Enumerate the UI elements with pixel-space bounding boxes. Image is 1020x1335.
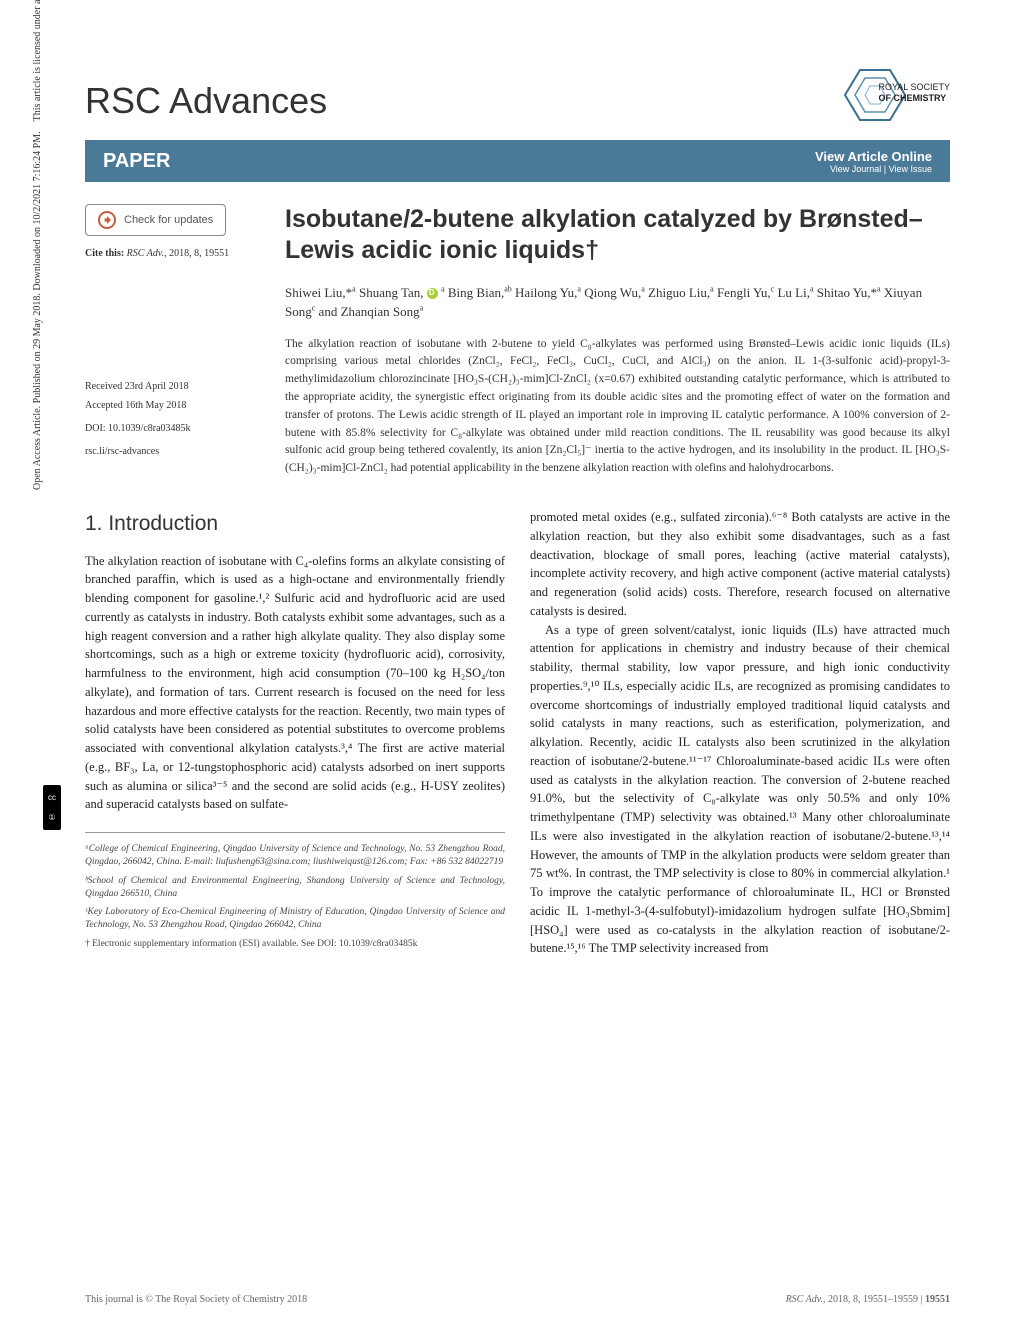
abstract: The alkylation reaction of isobutane wit… — [285, 336, 950, 479]
intro-paragraph-left: The alkylation reaction of isobutane wit… — [85, 552, 505, 815]
footer-citation: RSC Adv., 2018, 8, 19551–19559 | 19551 — [786, 1294, 950, 1305]
affiliation-c: ᶜKey Laboratory of Eco-Chemical Engineer… — [85, 906, 505, 933]
cc-badge: cc① — [43, 785, 61, 830]
check-updates-button[interactable]: Check for updates — [85, 204, 226, 236]
received-date: Received 23rd April 2018 — [85, 379, 260, 394]
page-footer: This journal is © The Royal Society of C… — [85, 1294, 950, 1305]
affiliation-b: ᵇSchool of Chemical and Environmental En… — [85, 875, 505, 902]
footer-copyright: This journal is © The Royal Society of C… — [85, 1294, 307, 1305]
view-journal-issue-link[interactable]: View Journal | View Issue — [815, 164, 932, 174]
authors: Shiwei Liu,*a Shuang Tan, a Bing Bian,ab… — [285, 283, 950, 322]
open-access-sidebar: Open Access Article. Published on 29 May… — [32, 0, 43, 490]
affiliation-a: ᵃCollege of Chemical Engineering, Qingda… — [85, 843, 505, 870]
paper-bar: PAPER View Article Online View Journal |… — [85, 140, 950, 182]
view-article-online-link[interactable]: View Article Online — [815, 149, 932, 164]
rsc-logo: ROYAL SOCIETY OF OF CHEMISTRYCHEMISTRY — [800, 60, 950, 130]
intro-paragraph-right-1: promoted metal oxides (e.g., sulfated zi… — [530, 508, 950, 621]
esi-note: † Electronic supplementary information (… — [85, 938, 505, 951]
rsc-link[interactable]: rsc.li/rsc-advances — [85, 444, 260, 459]
accepted-date: Accepted 16th May 2018 — [85, 398, 260, 413]
cite-this: Cite this: RSC Adv., 2018, 8, 19551 — [85, 248, 260, 259]
article-metadata: Received 23rd April 2018 Accepted 16th M… — [85, 379, 260, 459]
paper-label: PAPER — [103, 150, 170, 173]
affiliations: ᵃCollege of Chemical Engineering, Qingda… — [85, 832, 505, 951]
article-title: Isobutane/2-butene alkylation catalyzed … — [285, 204, 950, 267]
doi[interactable]: DOI: 10.1039/c8ra03485k — [85, 421, 260, 436]
section-heading-introduction: 1. Introduction — [85, 508, 505, 540]
intro-paragraph-right-2: As a type of green solvent/catalyst, ion… — [530, 621, 950, 959]
crossmark-icon — [98, 211, 116, 229]
